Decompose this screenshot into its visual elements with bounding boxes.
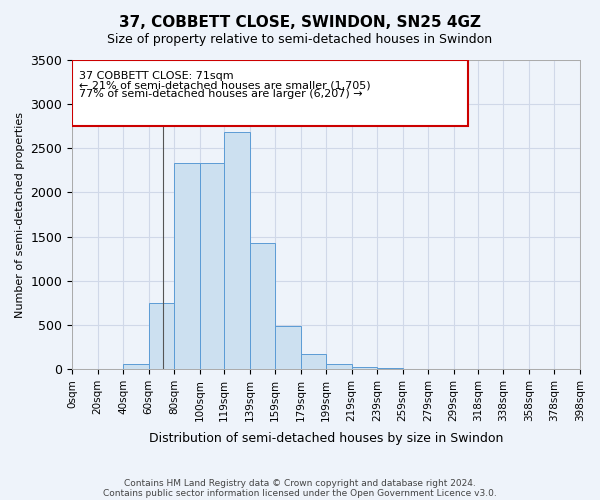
Text: Contains public sector information licensed under the Open Government Licence v3: Contains public sector information licen…	[103, 488, 497, 498]
Bar	[301, 354, 326, 369]
Bar	[123, 364, 149, 369]
Bar	[326, 364, 352, 369]
FancyBboxPatch shape	[72, 60, 468, 126]
Bar	[200, 164, 224, 369]
Text: 37 COBBETT CLOSE: 71sqm: 37 COBBETT CLOSE: 71sqm	[79, 72, 233, 82]
Text: Size of property relative to semi-detached houses in Swindon: Size of property relative to semi-detach…	[107, 32, 493, 46]
Text: ← 21% of semi-detached houses are smaller (1,705): ← 21% of semi-detached houses are smalle…	[79, 80, 370, 90]
X-axis label: Distribution of semi-detached houses by size in Swindon: Distribution of semi-detached houses by …	[149, 432, 503, 445]
Bar	[224, 132, 250, 369]
Text: Contains HM Land Registry data © Crown copyright and database right 2024.: Contains HM Land Registry data © Crown c…	[124, 478, 476, 488]
Bar	[377, 368, 403, 369]
Y-axis label: Number of semi-detached properties: Number of semi-detached properties	[15, 112, 25, 318]
Bar	[174, 164, 200, 369]
Bar	[250, 243, 275, 369]
Bar	[149, 303, 174, 369]
Text: 37, COBBETT CLOSE, SWINDON, SN25 4GZ: 37, COBBETT CLOSE, SWINDON, SN25 4GZ	[119, 15, 481, 30]
Text: 77% of semi-detached houses are larger (6,207) →: 77% of semi-detached houses are larger (…	[79, 89, 362, 99]
Bar	[352, 368, 377, 369]
Bar	[275, 326, 301, 369]
